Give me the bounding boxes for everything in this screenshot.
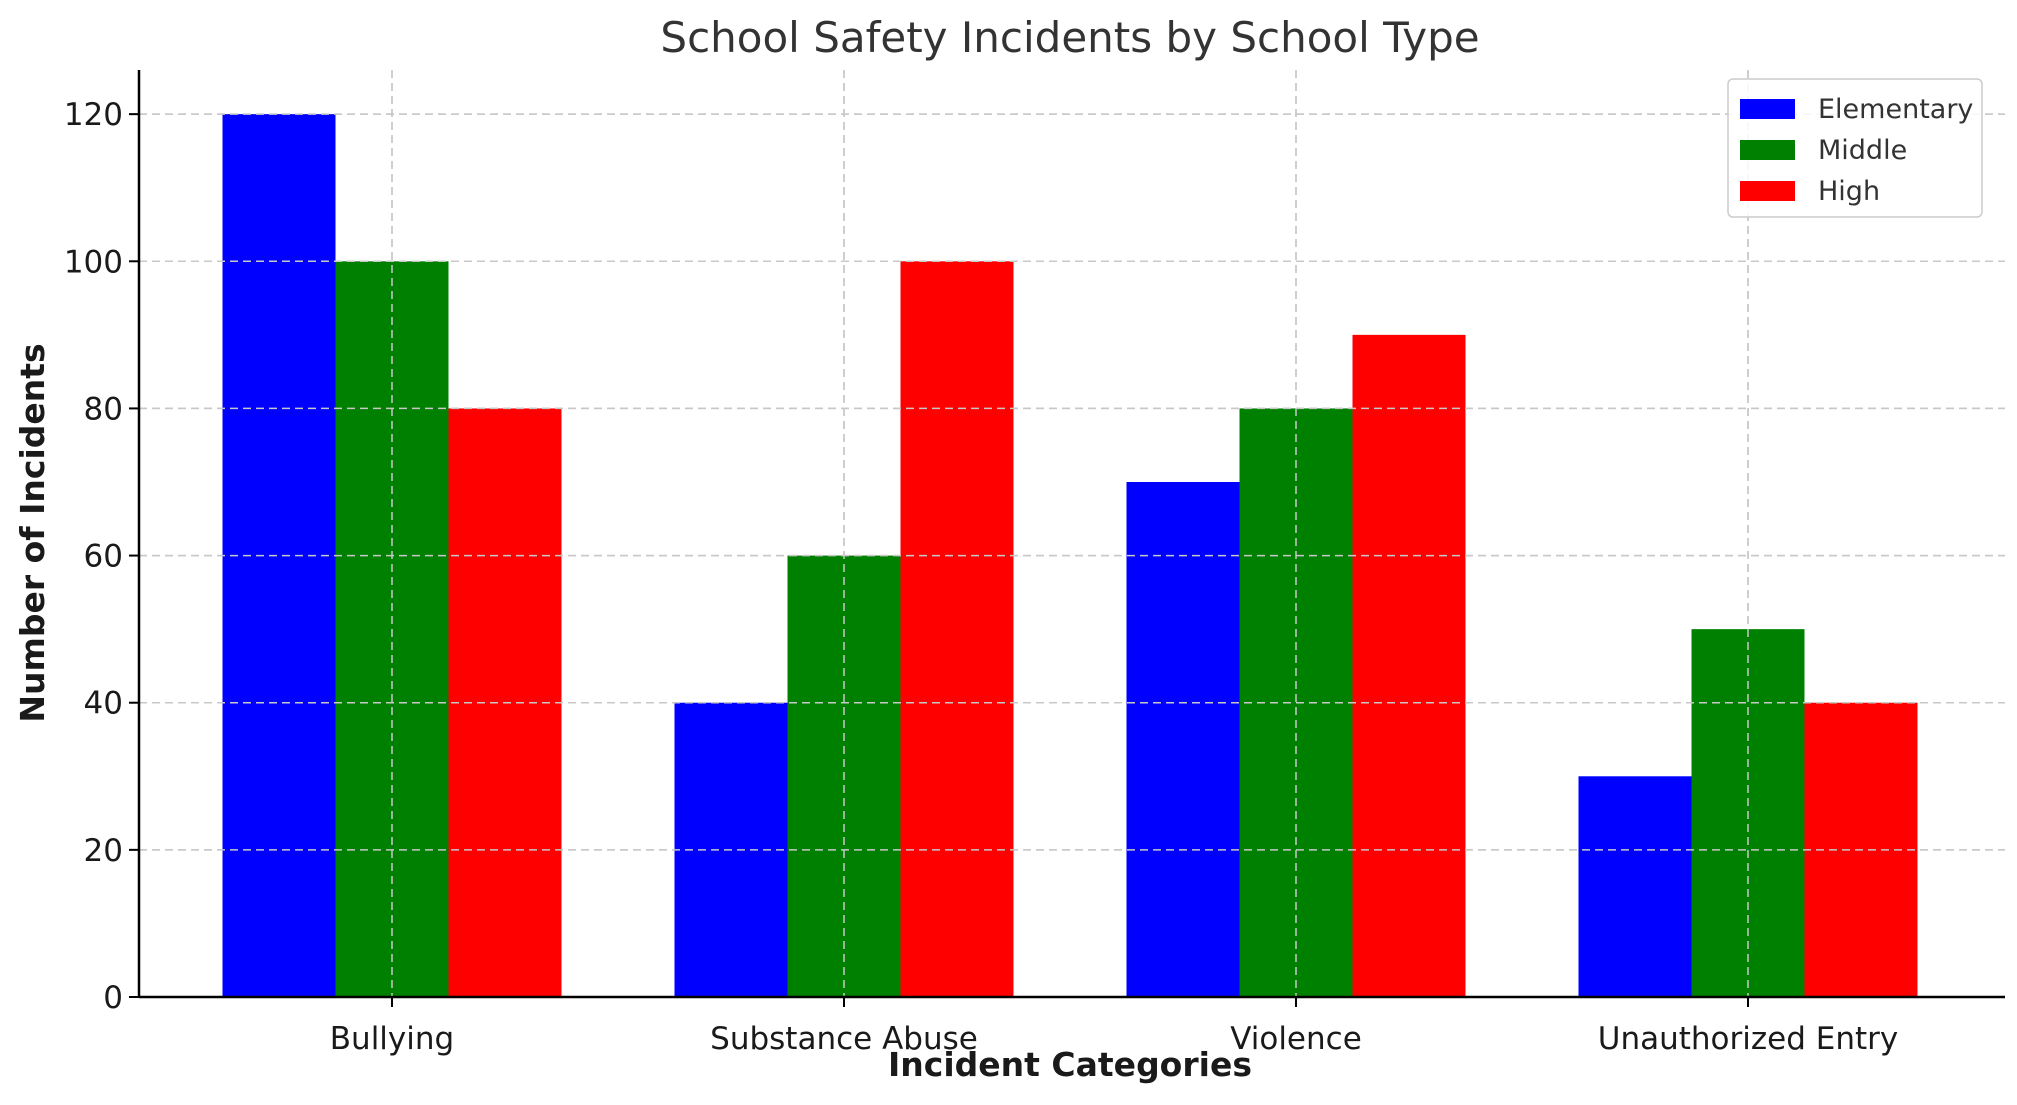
bar-elementary-bullying [222, 114, 336, 997]
x-tick-label: Violence [1230, 1021, 1362, 1057]
bar-elementary-violence [1126, 482, 1240, 997]
x-tick-label: Bullying [330, 1021, 454, 1057]
y-tick-label: 20 [84, 833, 123, 869]
y-tick-label: 60 [84, 539, 123, 575]
y-tick-label: 40 [84, 686, 123, 722]
legend-swatch [1740, 140, 1795, 160]
y-tick-label: 0 [103, 980, 123, 1016]
bar-elementary-unauthorized-entry [1578, 776, 1692, 997]
y-tick-label: 100 [64, 244, 123, 280]
legend-swatch [1740, 181, 1795, 201]
bars [139, 70, 2005, 997]
chart-title: School Safety Incidents by School Type [660, 13, 1479, 62]
x-tick-label: Unauthorized Entry [1598, 1021, 1898, 1057]
legend-swatch [1740, 99, 1795, 119]
legend: Elementary Middle High [1727, 78, 1983, 218]
legend-label: High [1818, 176, 1880, 207]
bar-high-violence [1352, 334, 1466, 997]
tick-labels: 0 20 40 60 80 100 120 Bullying Substance Abuse Vi… [64, 97, 1898, 1057]
bar-high-substance-abuse [900, 261, 1014, 997]
axes [129, 70, 2005, 1007]
x-tick-label: Substance Abuse [710, 1021, 978, 1057]
y-axis-label: Number of Incidents [13, 343, 52, 722]
y-tick-label: 80 [84, 391, 123, 427]
legend-label: Elementary [1818, 94, 1973, 125]
x-axis-label: Incident Categories [888, 1045, 1252, 1084]
grid-overlay [139, 70, 2005, 997]
legend-label: Middle [1818, 135, 1907, 166]
y-tick-label: 120 [64, 97, 123, 133]
